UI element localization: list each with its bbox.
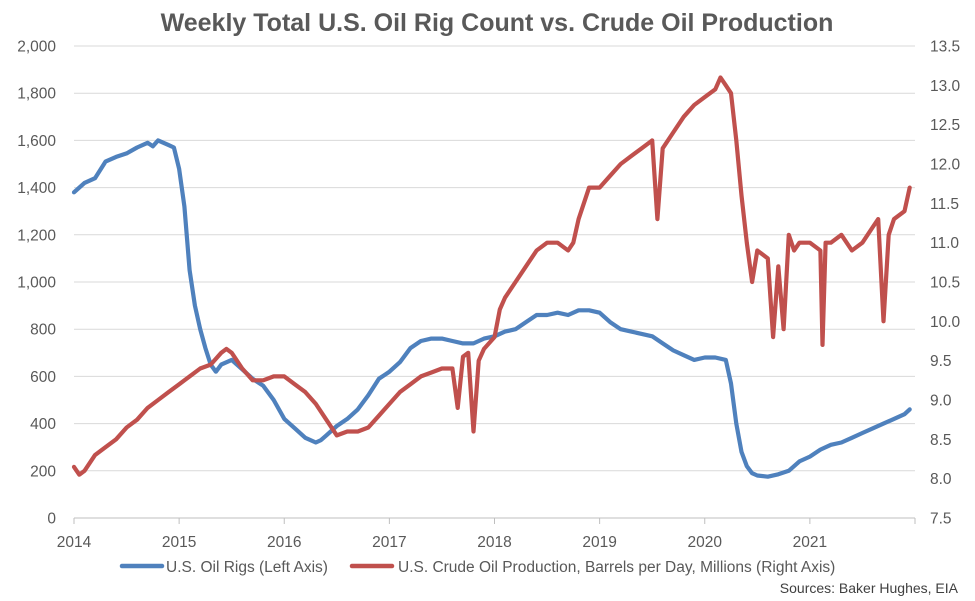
right-tick-label: 7.5 xyxy=(930,511,952,528)
legend: U.S. Oil Rigs (Left Axis) U.S. Crude Oil… xyxy=(119,559,835,576)
x-tick-label: 2018 xyxy=(477,534,511,551)
x-tick-label: 2014 xyxy=(57,534,92,551)
right-tick-label: 9.0 xyxy=(930,393,952,410)
left-tick-label: 1,800 xyxy=(17,86,56,103)
right-tick-label: 11.5 xyxy=(930,196,959,213)
gridlines xyxy=(74,45,915,519)
right-tick-label: 11.0 xyxy=(930,235,959,252)
right-tick-label: 8.0 xyxy=(930,471,952,488)
series-lines xyxy=(71,75,912,479)
left-tick-label: 1,600 xyxy=(17,133,56,150)
legend-label-crude-production: U.S. Crude Oil Production, Barrels per D… xyxy=(398,559,835,576)
right-tick-label: 12.0 xyxy=(930,157,961,174)
x-tick-label: 2021 xyxy=(793,534,827,551)
x-tick-label: 2019 xyxy=(582,534,616,551)
x-axis-ticks: 2014 2015 2016 2017 2018 2019 2020 2021 xyxy=(57,518,916,551)
x-tick-label: 2015 xyxy=(162,534,196,551)
left-tick-label: 200 xyxy=(30,463,56,480)
legend-label-oil-rigs: U.S. Oil Rigs (Left Axis) xyxy=(166,559,328,576)
right-tick-label: 13.5 xyxy=(930,39,960,56)
right-tick-label: 13.0 xyxy=(930,78,961,95)
x-tick-label: 2020 xyxy=(688,534,723,551)
source-note: Sources: Baker Hughes, EIA xyxy=(780,580,959,596)
left-tick-label: 600 xyxy=(30,369,56,386)
right-tick-label: 8.5 xyxy=(930,432,952,449)
right-axis-ticks: 7.5 8.0 8.5 9.0 9.5 10.0 10.5 11.0 11.5 12.0 12.5 1… xyxy=(930,39,961,528)
left-tick-label: 1,400 xyxy=(17,180,56,197)
right-tick-label: 10.0 xyxy=(930,314,961,331)
left-tick-label: 1,200 xyxy=(17,227,56,244)
right-tick-label: 9.5 xyxy=(930,353,952,370)
series-line-crude-production xyxy=(71,75,912,477)
series-line-oil-rigs xyxy=(71,138,912,479)
chart-title: Weekly Total U.S. Oil Rig Count vs. Crud… xyxy=(161,9,834,37)
left-tick-label: 0 xyxy=(47,511,56,528)
right-tick-label: 10.5 xyxy=(930,275,960,292)
left-tick-label: 400 xyxy=(30,416,56,433)
right-tick-label: 12.5 xyxy=(930,117,960,134)
x-tick-label: 2016 xyxy=(267,534,301,551)
left-tick-label: 2,000 xyxy=(17,39,56,56)
left-axis-ticks: 0 200 400 600 800 1,000 1,200 1,400 1,600 1,800 2,… xyxy=(17,39,56,528)
x-tick-label: 2017 xyxy=(372,534,406,551)
left-tick-label: 800 xyxy=(30,322,56,339)
left-tick-label: 1,000 xyxy=(17,275,56,292)
